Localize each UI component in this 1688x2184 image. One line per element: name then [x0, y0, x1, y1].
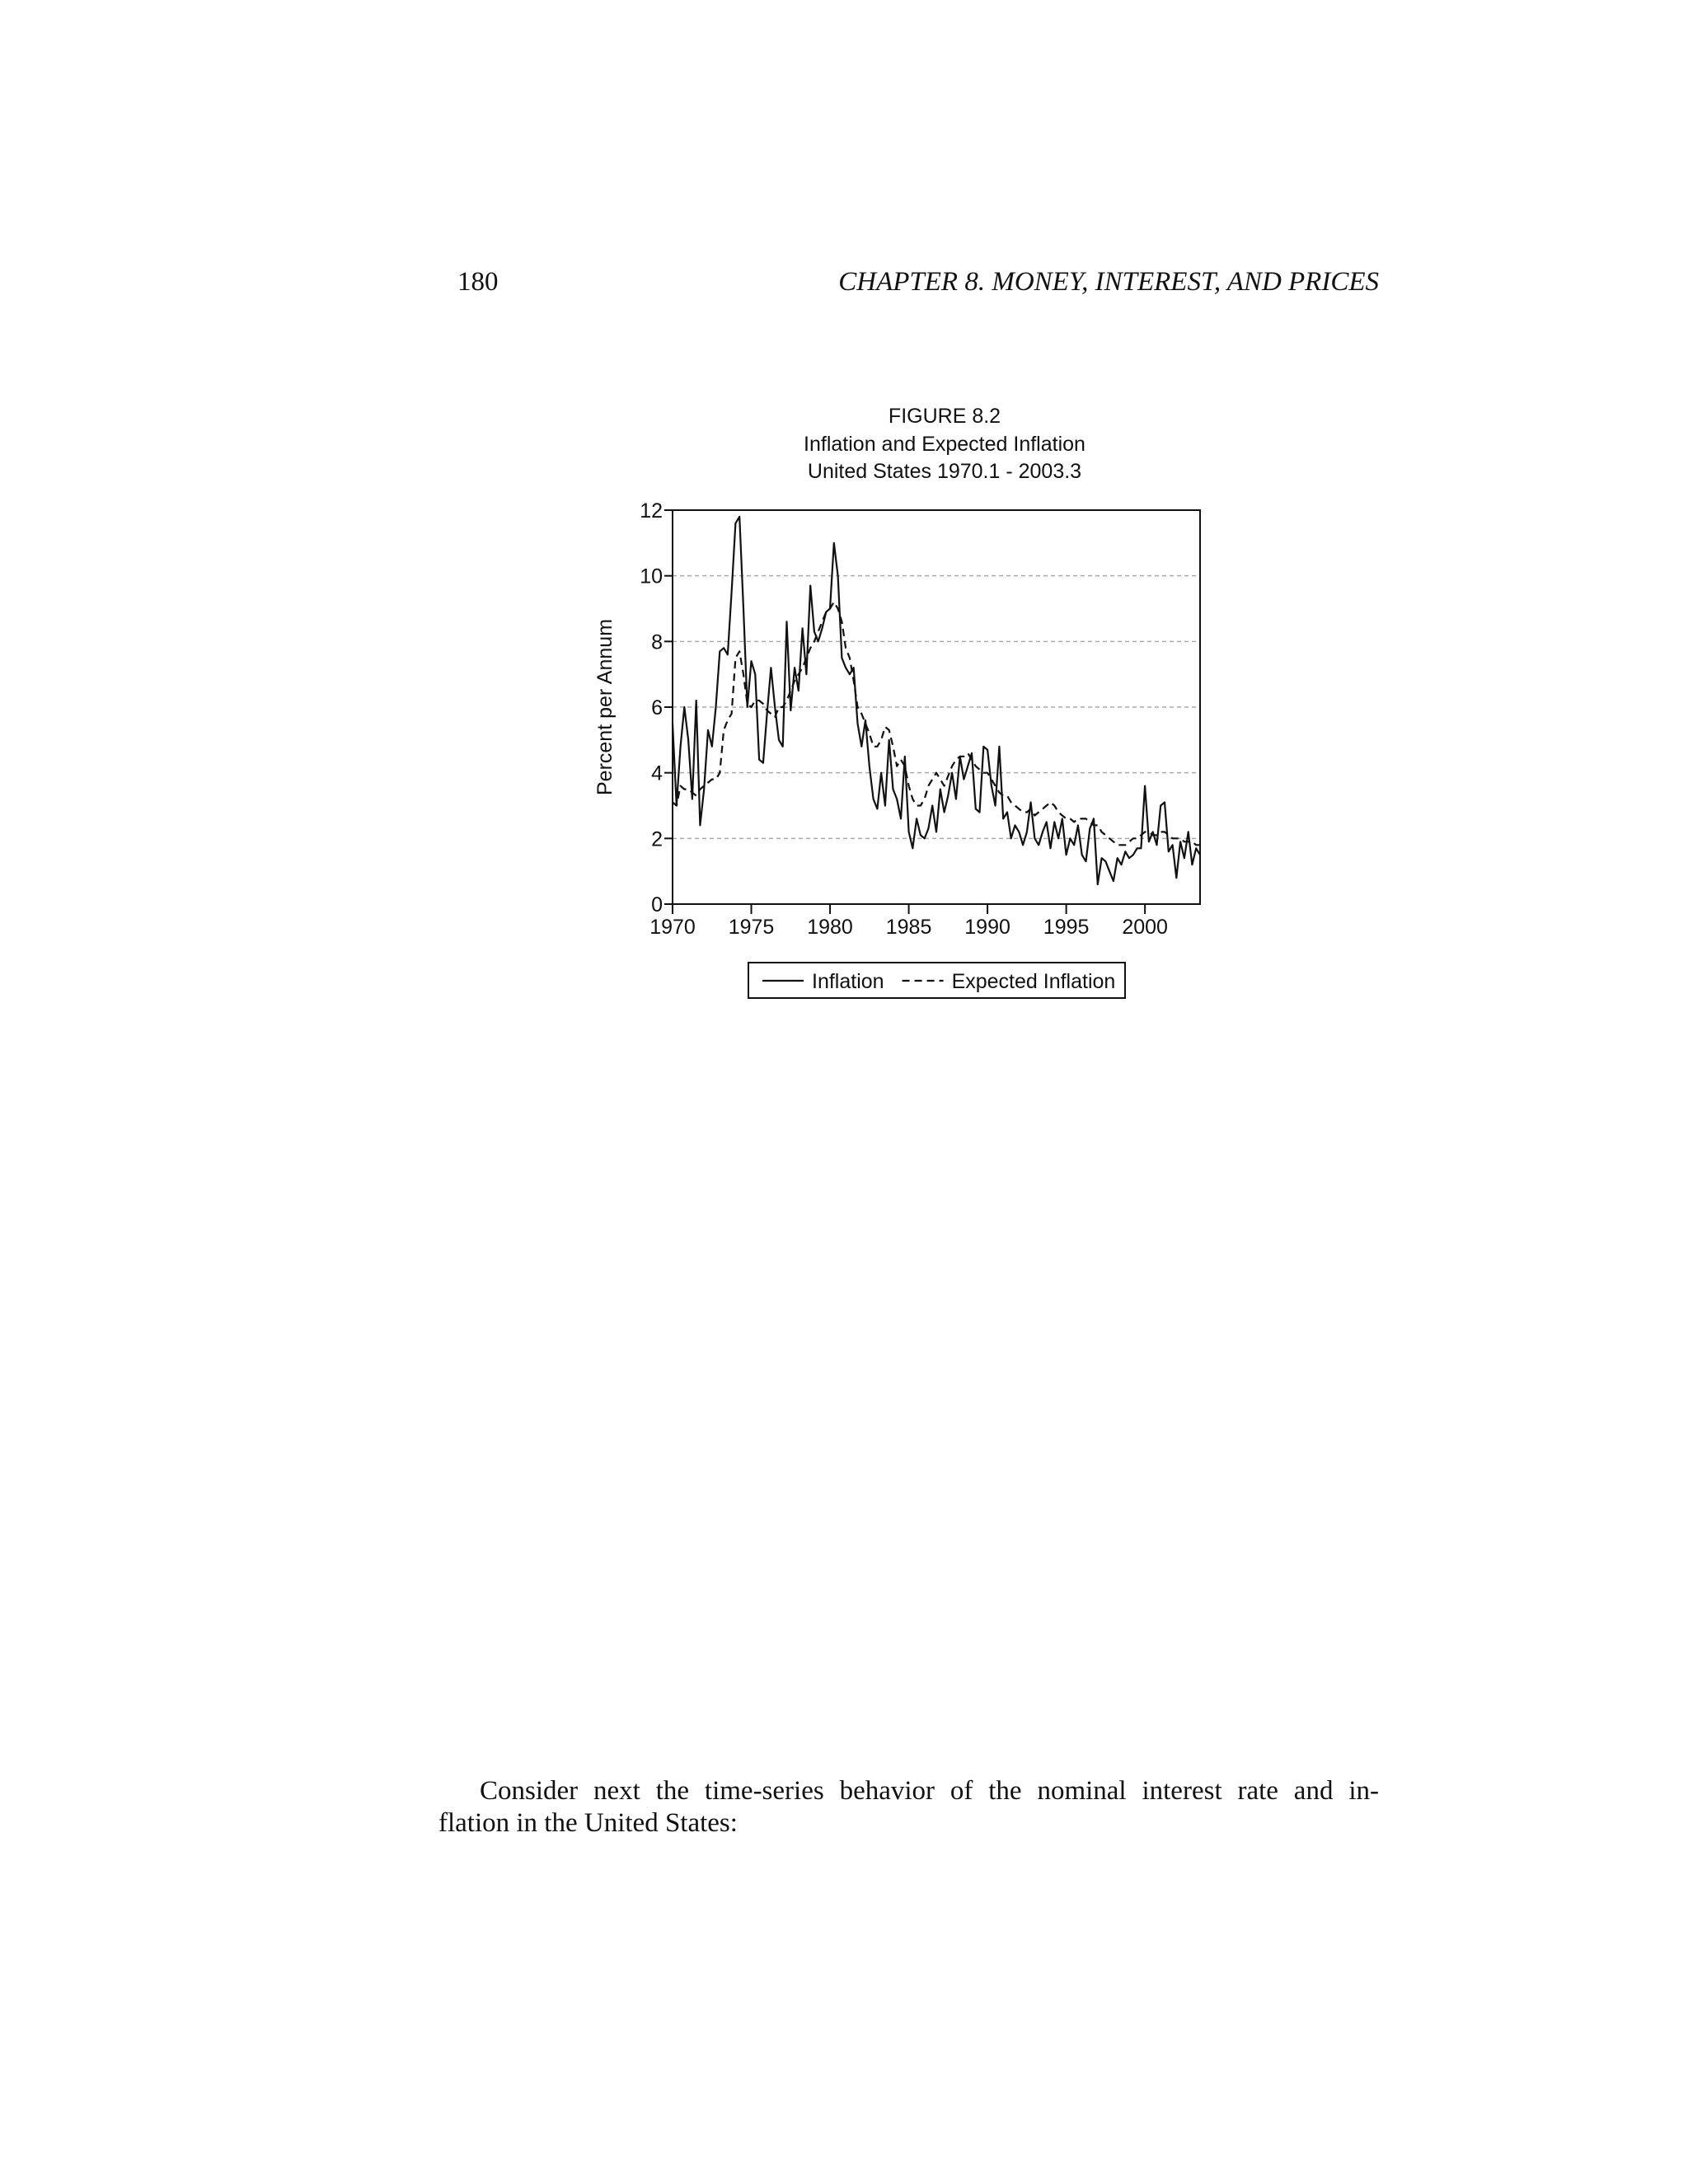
x-tick-label: 2000	[1122, 916, 1168, 939]
figure-title: FIGURE 8.2	[889, 405, 1001, 428]
y-tick-label: 4	[651, 762, 663, 785]
legend-box	[748, 962, 1126, 999]
legend-label: Expected Inflation	[952, 970, 1116, 993]
figure-title: United States 1970.1 - 2003.3	[808, 460, 1081, 483]
legend: Inflation Expected Inflation	[762, 970, 1115, 993]
y-tick-label: 0	[651, 893, 663, 916]
legend-label: Inflation	[812, 970, 884, 993]
y-tick-label: 12	[640, 499, 663, 523]
x-tick-label: 1975	[729, 916, 775, 939]
page-number: 180	[457, 267, 499, 297]
x-tick-label: 1985	[886, 916, 932, 939]
running-head: CHAPTER 8. MONEY, INTEREST, AND PRICES	[838, 267, 1379, 297]
y-axis-label: Percent per Annum	[593, 619, 617, 795]
y-tick-label: 2	[651, 827, 663, 851]
figure-title: Inflation and Expected Inflation	[804, 433, 1085, 456]
y-tick-label: 10	[640, 565, 663, 588]
plot: 0 2 4 6 8 10 12 1970 1975 1980 1985 1990 1995 2000	[640, 499, 1201, 939]
y-tick-label: 8	[651, 630, 663, 654]
series-line	[671, 515, 1201, 886]
x-tick-label: 1995	[1043, 916, 1090, 939]
plot-frame	[672, 509, 1201, 905]
x-tick-label: 1970	[649, 916, 696, 939]
x-tick-label: 1980	[807, 916, 853, 939]
paragraph-line: Consider next the time-series behavior o…	[480, 1776, 1379, 1806]
y-tick-label: 6	[651, 696, 663, 719]
x-tick-label: 1990	[964, 916, 1010, 939]
series-line	[672, 601, 1200, 846]
paragraph-line: flation in the United States:	[438, 1808, 738, 1838]
